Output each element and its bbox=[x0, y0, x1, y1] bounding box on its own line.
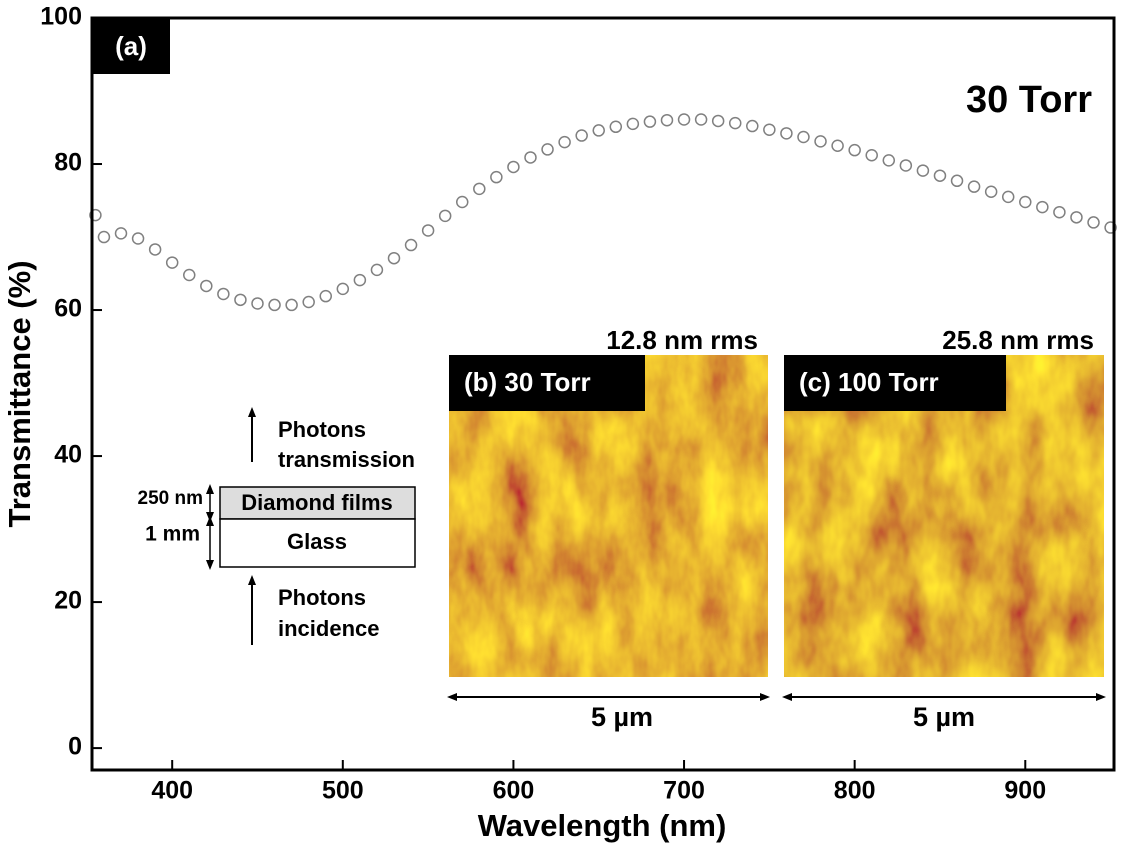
annotation: Photons bbox=[278, 585, 366, 610]
x-tick-label: 900 bbox=[1004, 777, 1046, 805]
data-point bbox=[882, 154, 896, 167]
data-point bbox=[865, 149, 878, 162]
data-point bbox=[728, 116, 742, 130]
y-tick-label: 20 bbox=[54, 587, 82, 615]
annotation: incidence bbox=[278, 616, 379, 641]
data-point bbox=[609, 120, 623, 134]
layer-glass bbox=[219, 518, 416, 568]
y-tick-label: 40 bbox=[54, 441, 82, 469]
data-point bbox=[302, 295, 315, 309]
data-point bbox=[780, 127, 793, 140]
data-point bbox=[370, 263, 384, 277]
data-point bbox=[814, 135, 827, 148]
data-point bbox=[524, 151, 537, 164]
data-point bbox=[251, 297, 264, 310]
annotation: 1 mm bbox=[145, 523, 200, 546]
data-point bbox=[694, 113, 708, 126]
data-point bbox=[541, 143, 554, 156]
y-tick-label: 100 bbox=[40, 3, 82, 31]
data-point bbox=[660, 113, 674, 127]
data-point bbox=[387, 251, 401, 265]
data-point bbox=[353, 273, 367, 287]
data-point bbox=[899, 159, 913, 172]
x-tick-label: 400 bbox=[151, 777, 193, 805]
data-point bbox=[831, 139, 844, 153]
data-point bbox=[421, 224, 435, 237]
x-tick-label: 600 bbox=[493, 777, 535, 805]
y-tick-label: 0 bbox=[68, 733, 82, 761]
data-point bbox=[1019, 195, 1032, 209]
layer-diamond bbox=[219, 486, 416, 520]
y-tick-label: 60 bbox=[54, 295, 82, 323]
data-point bbox=[319, 289, 332, 303]
plot-frame bbox=[90, 16, 1116, 772]
data-point bbox=[763, 123, 776, 136]
data-point bbox=[183, 268, 196, 282]
data-point bbox=[114, 227, 128, 240]
data-point bbox=[1070, 211, 1083, 224]
data-point bbox=[131, 232, 145, 245]
x-tick-label: 700 bbox=[663, 777, 705, 805]
y-axis-title: Transmittance (%) bbox=[2, 260, 37, 527]
data-point bbox=[797, 130, 810, 144]
data-point bbox=[234, 293, 247, 307]
data-point bbox=[268, 298, 281, 312]
annotation: transmission bbox=[278, 447, 415, 472]
data-point bbox=[848, 143, 861, 157]
data-point bbox=[1053, 205, 1066, 219]
label-box bbox=[449, 355, 645, 411]
annotation: 25.8 nm rms bbox=[942, 325, 1094, 355]
data-point bbox=[1001, 190, 1015, 204]
x-tick-label: 500 bbox=[322, 777, 364, 805]
data-point bbox=[1036, 200, 1049, 214]
annotation: Photons bbox=[278, 417, 366, 442]
data-point bbox=[336, 282, 350, 296]
data-point bbox=[1087, 216, 1100, 229]
annotation: Diamond films bbox=[241, 490, 393, 515]
data-point bbox=[473, 182, 486, 196]
annotation: 250 nm bbox=[138, 488, 203, 509]
data-point bbox=[711, 114, 725, 128]
x-tick-label: 800 bbox=[834, 777, 876, 805]
data-point bbox=[438, 209, 452, 223]
data-point bbox=[916, 164, 930, 177]
label-box bbox=[784, 355, 1006, 411]
data-point bbox=[490, 170, 503, 184]
x-axis-title: Wavelength (nm) bbox=[478, 808, 727, 843]
y-tick-label: 80 bbox=[54, 149, 82, 177]
data-point bbox=[984, 185, 998, 199]
annotation: 5 µm bbox=[591, 702, 653, 732]
data-point bbox=[558, 135, 571, 149]
data-point bbox=[404, 238, 418, 252]
data-point bbox=[507, 160, 520, 174]
annotation: (b) 30 Torr bbox=[464, 367, 591, 397]
annotation: (c) 100 Torr bbox=[799, 367, 939, 397]
data-point bbox=[592, 124, 605, 137]
annotation: 12.8 nm rms bbox=[606, 325, 758, 355]
label-box bbox=[92, 18, 170, 74]
data-point bbox=[455, 195, 469, 209]
data-point bbox=[950, 174, 964, 188]
data-point bbox=[200, 279, 213, 293]
data-point bbox=[643, 115, 657, 128]
annotation: 5 µm bbox=[913, 702, 975, 732]
data-point bbox=[677, 113, 691, 126]
annotation: 30 Torr bbox=[966, 79, 1092, 121]
data-point bbox=[626, 117, 640, 131]
data-point bbox=[746, 119, 759, 133]
data-point bbox=[933, 169, 947, 182]
data-point bbox=[97, 230, 111, 244]
data-point bbox=[217, 287, 230, 301]
data-point bbox=[148, 243, 162, 256]
panel-label: (a) bbox=[115, 31, 147, 61]
data-point bbox=[967, 180, 981, 193]
data-point bbox=[285, 298, 298, 312]
annotation: Glass bbox=[287, 529, 347, 554]
data-point bbox=[575, 129, 588, 142]
data-point bbox=[165, 256, 179, 269]
